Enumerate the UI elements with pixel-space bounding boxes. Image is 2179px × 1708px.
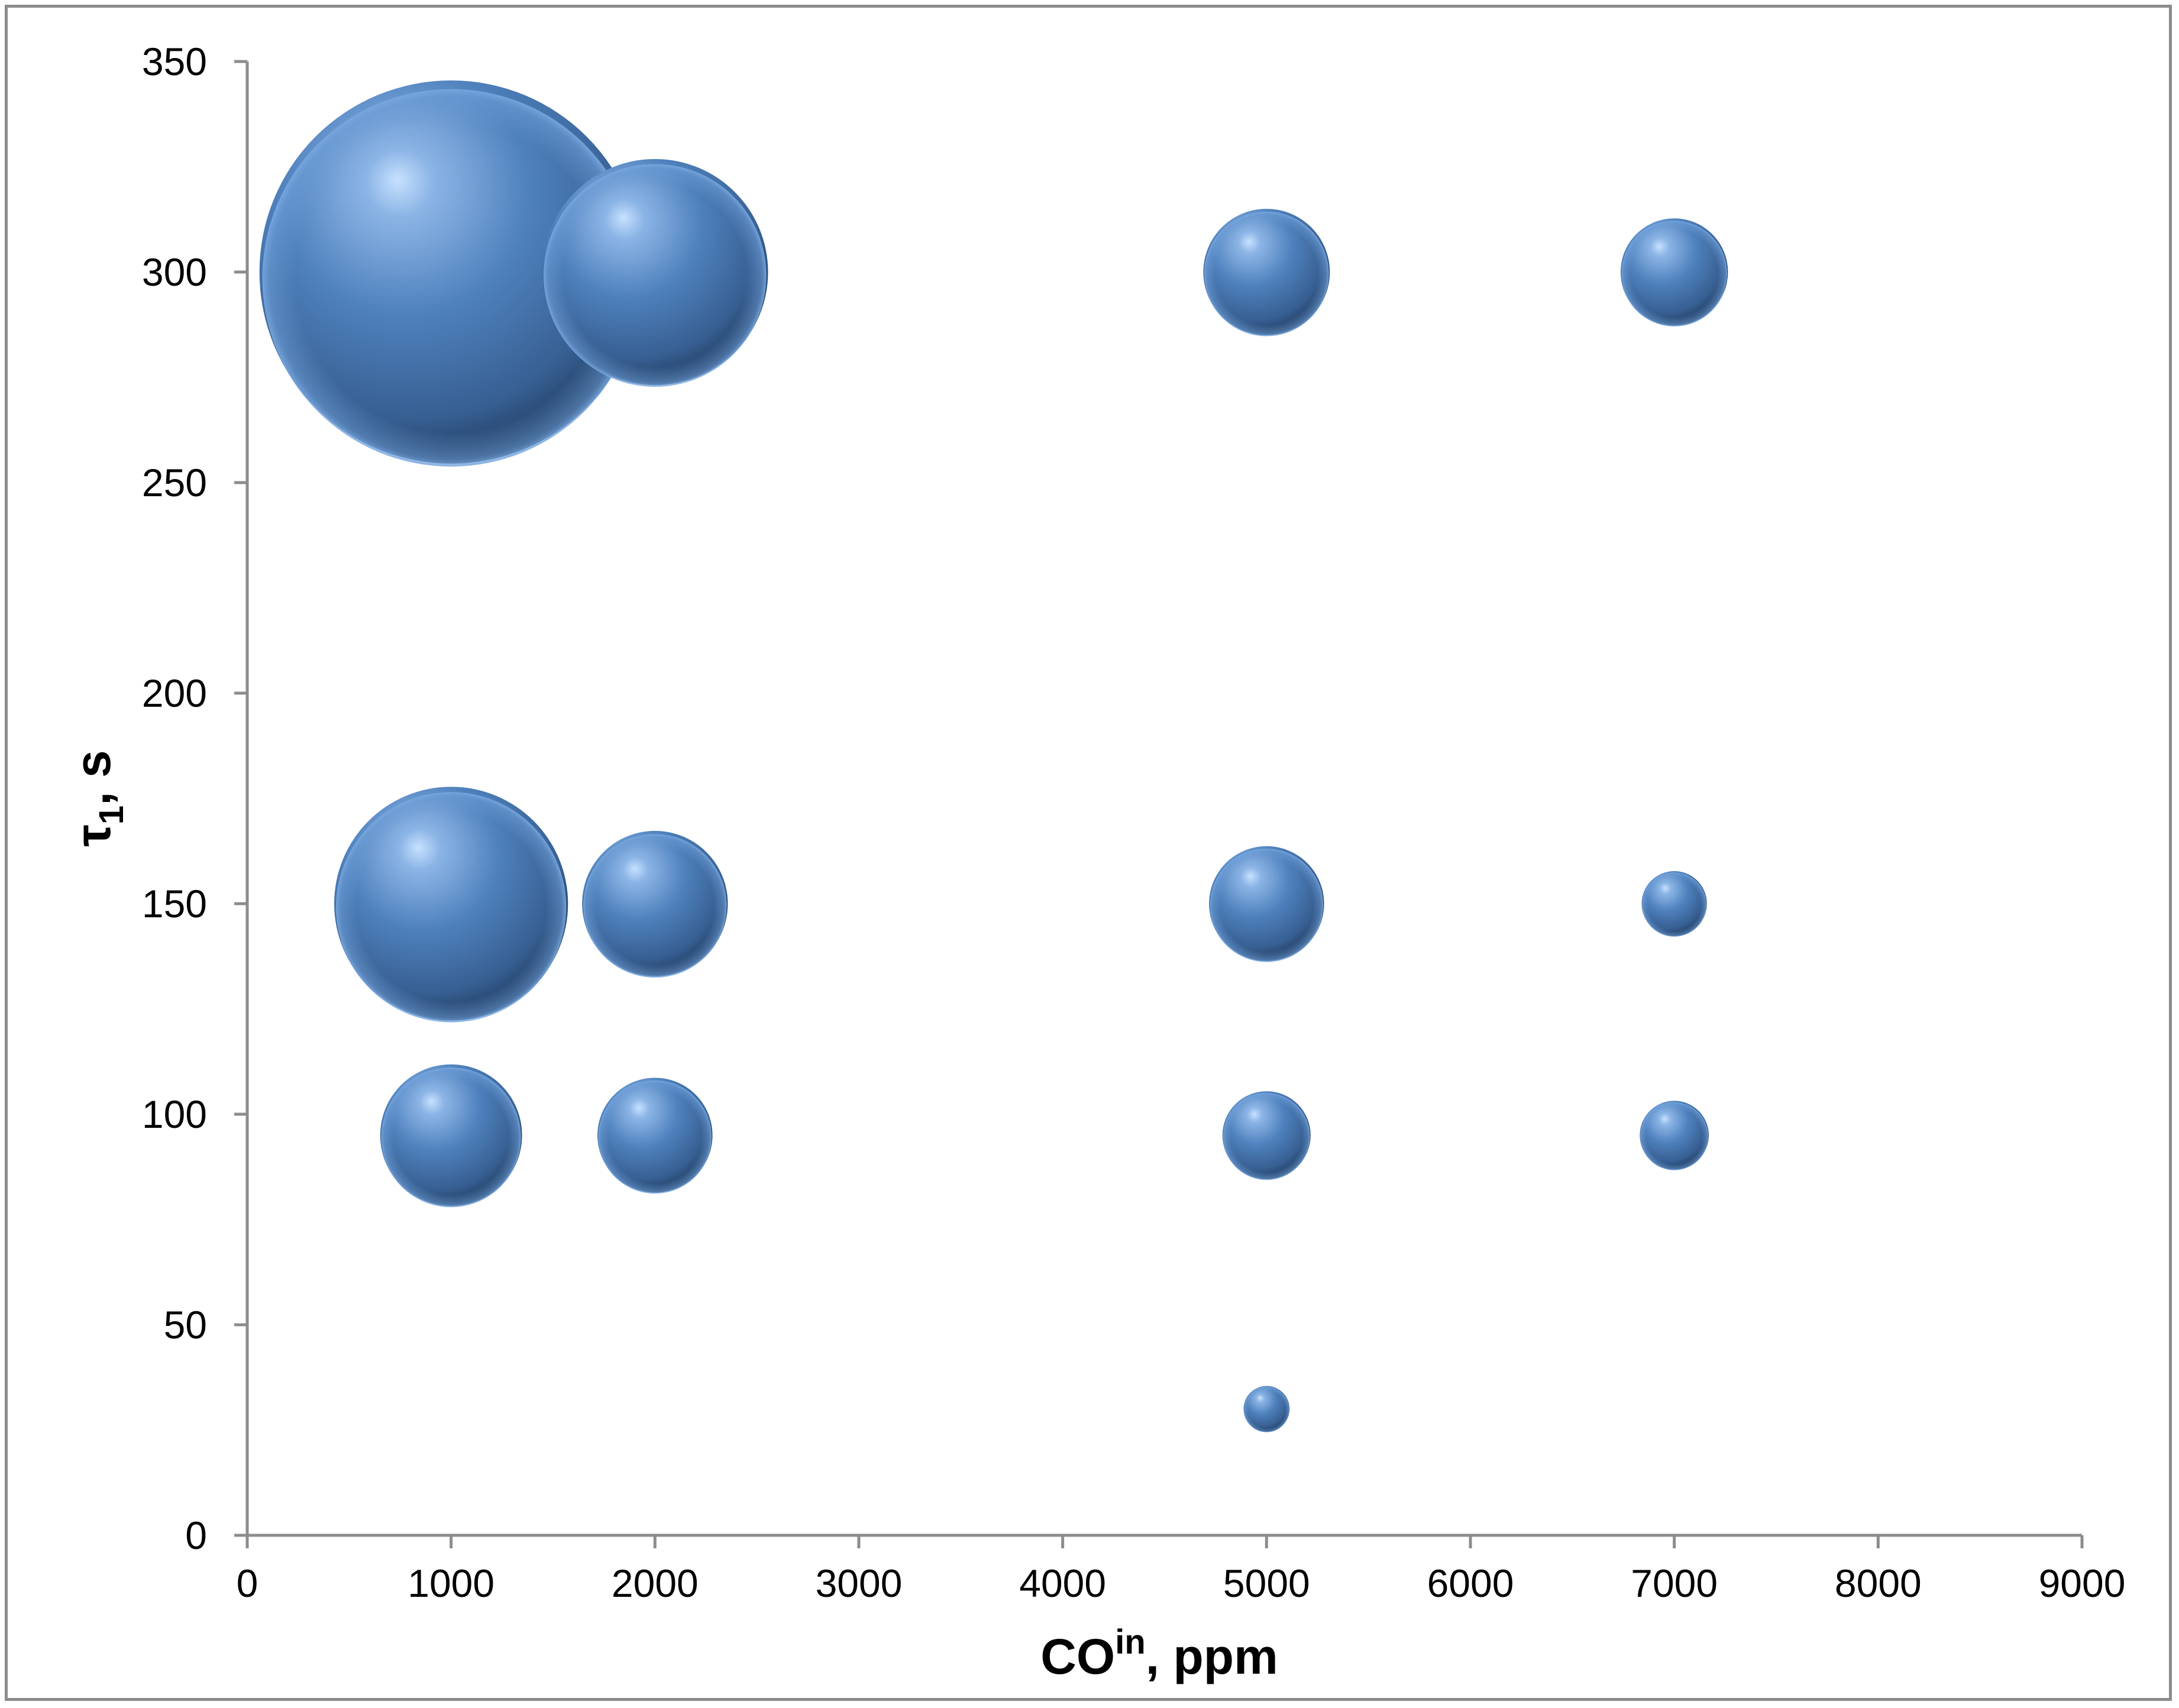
x-tick-label: 3000	[816, 1561, 903, 1605]
x-tick-label: 8000	[1835, 1561, 1922, 1605]
y-tick-label: 0	[185, 1513, 207, 1557]
x-axis-title-superscript: in	[1115, 1623, 1146, 1661]
x-tick-label: 7000	[1631, 1561, 1718, 1605]
bubble-point	[1620, 218, 1728, 327]
bubble-rim	[381, 1068, 521, 1208]
bubble-point	[597, 1078, 713, 1194]
bubble-rim	[544, 164, 767, 387]
y-tick-label: 100	[142, 1092, 207, 1136]
x-axis-title-rest: , ppm	[1146, 1629, 1278, 1684]
bubble-point	[334, 787, 568, 1023]
y-tick-label: 350	[142, 40, 207, 83]
bubble-rim	[262, 89, 640, 467]
bubble-point	[1243, 1386, 1290, 1432]
x-tick-label: 2000	[612, 1561, 699, 1605]
y-tick-label: 150	[142, 882, 207, 926]
bubble-rim	[1640, 1102, 1709, 1170]
tick-labels: 0 1000 2000 3000 4000 5000 6000 7000 8000 9000 0 50…	[142, 40, 2126, 1605]
x-tick-label: 4000	[1019, 1561, 1106, 1605]
x-tick-label: 1000	[408, 1561, 494, 1605]
x-tick-label: 5000	[1223, 1561, 1310, 1605]
bubble-rim	[583, 834, 727, 978]
y-axis-title-main: τ	[65, 824, 121, 847]
bubble-rim	[1621, 221, 1728, 327]
x-axis-title: COin, ppm	[1040, 1623, 1278, 1684]
y-axis-title: τ1, s	[65, 750, 131, 846]
bubble-rim	[598, 1080, 712, 1194]
bubble-point	[582, 830, 728, 978]
bubble-rim	[1642, 872, 1706, 937]
x-tick-label: 6000	[1427, 1561, 1514, 1605]
bubble-point	[1640, 1101, 1709, 1170]
y-tick-label: 250	[142, 461, 207, 504]
bubble-rim	[335, 792, 567, 1023]
bubble-point	[1222, 1091, 1311, 1180]
bubble-rim	[1223, 1093, 1310, 1180]
y-tick-label: 200	[142, 671, 207, 715]
bubble-point	[380, 1064, 522, 1208]
bubble-rim	[1204, 211, 1329, 337]
bubble-rim	[1244, 1387, 1289, 1432]
axes	[245, 62, 2082, 1537]
y-axis-title-subscript: 1	[92, 806, 131, 824]
bubbles	[259, 80, 1728, 1432]
y-axis-title-rest: , s	[65, 750, 121, 805]
bubble-point	[259, 80, 643, 467]
bubble-rim	[1210, 849, 1324, 962]
ticks	[234, 60, 2084, 1548]
y-tick-label: 50	[164, 1303, 207, 1347]
x-tick-label: 0	[237, 1561, 258, 1605]
y-tick-label: 300	[142, 250, 207, 294]
bubble-point	[1203, 209, 1330, 337]
bubble-point	[1641, 871, 1707, 937]
x-axis-title-main: CO	[1040, 1629, 1115, 1684]
bubble-point	[1209, 846, 1324, 962]
bubble-point	[542, 158, 768, 387]
x-tick-label: 9000	[2039, 1561, 2126, 1605]
